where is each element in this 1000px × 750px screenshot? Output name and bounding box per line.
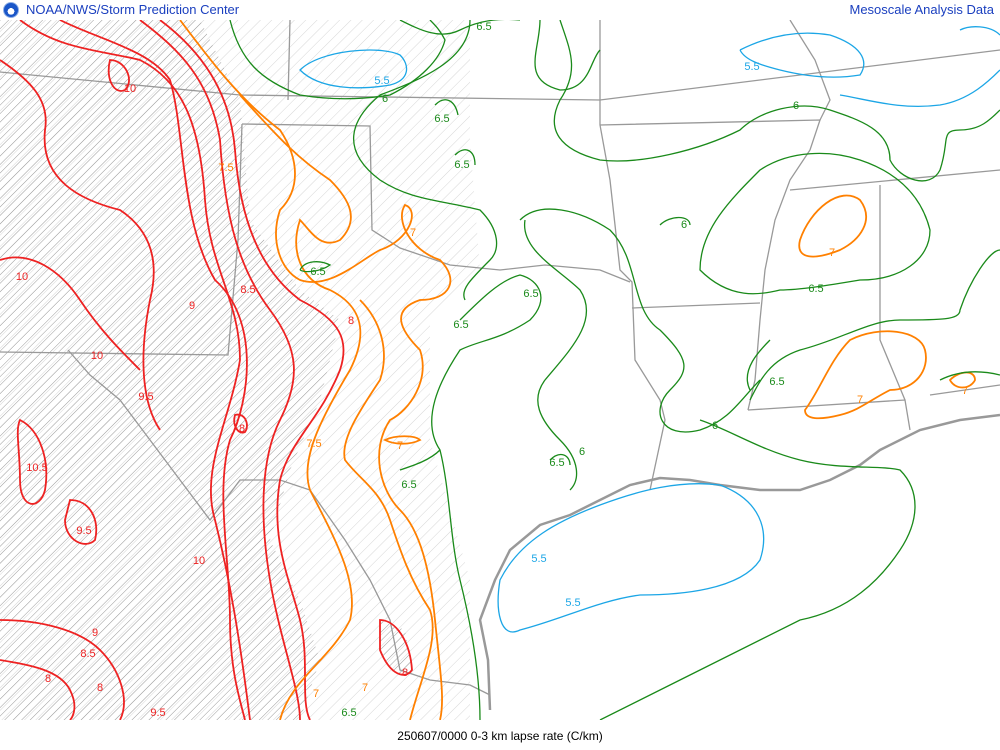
contour-label: 6 [712, 420, 718, 432]
contour-label: 10 [193, 555, 205, 567]
contour-label: 9.5 [76, 525, 91, 537]
contour-label: 5.5 [374, 75, 389, 87]
contour-label: 8 [348, 315, 354, 327]
contour-label: 6 [579, 446, 585, 458]
contour-label: 7 [829, 247, 835, 259]
contour-label: 8 [97, 682, 103, 694]
contour-label: 7.5 [218, 162, 233, 174]
state-borders [0, 20, 1000, 696]
contour-label: 6.5 [453, 319, 468, 331]
contour-label: 10.5 [26, 462, 47, 474]
contour-label: 7.5 [306, 438, 321, 450]
contour-label: 9 [189, 300, 195, 312]
contour-label: 9 [92, 627, 98, 639]
contour-label: 7 [962, 385, 968, 397]
contour-label: 5.5 [565, 597, 580, 609]
contour-label: 6.5 [434, 113, 449, 125]
contour-label: 7 [362, 682, 368, 694]
map-caption: 250607/0000 0-3 km lapse rate (C/km) [397, 729, 603, 743]
contour-label: 6.5 [341, 707, 356, 719]
contours-green [229, 20, 1000, 720]
lapse-rate-map: 6.5 5.5 6 6.5 6.5 10 7.5 7 6.5 8.5 9 8 6.5 6.5 6 10 10 9.… [0, 20, 1000, 720]
contour-label: 6 [681, 219, 687, 231]
contours-blue [299, 26, 1000, 633]
noaa-logo-icon [3, 2, 19, 18]
contour-label: 5.5 [531, 553, 546, 565]
contour-label: 8.5 [80, 648, 95, 660]
contour-label: 7 [410, 227, 416, 239]
contour-label: 6.5 [769, 376, 784, 388]
gulf-coastline [478, 413, 1000, 711]
contour-label: 10 [124, 83, 136, 95]
contour-label: 6.5 [549, 457, 564, 469]
contour-label: 6.5 [401, 479, 416, 491]
contour-label: 8 [402, 667, 408, 679]
dense-hatch-area [0, 20, 340, 720]
contour-label: 5.5 [744, 61, 759, 73]
contour-label: 6.5 [454, 159, 469, 171]
contour-label: 7 [313, 688, 319, 700]
contour-label: 6 [793, 100, 799, 112]
contour-label: 6 [382, 93, 388, 105]
contour-label: 7 [857, 394, 863, 406]
contours-red [0, 20, 413, 720]
contour-label: 6.5 [476, 21, 491, 33]
contour-label: 8.5 [240, 284, 255, 296]
contour-label: 10 [16, 271, 28, 283]
contour-label: 6.5 [310, 266, 325, 278]
contour-labels: 6.5 5.5 6 6.5 6.5 10 7.5 7 6.5 8.5 9 8 6.5 6.5 6 10 10 9.… [16, 21, 968, 719]
product-title: Mesoscale Analysis Data [849, 2, 994, 17]
contour-label: 9.5 [150, 707, 165, 719]
contour-label: 8 [239, 423, 245, 435]
contour-label: 9.5 [138, 391, 153, 403]
contour-label: 6.5 [523, 288, 538, 300]
agency-title: NOAA/NWS/Storm Prediction Center [26, 2, 240, 17]
contour-label: 7 [397, 440, 403, 452]
contour-label: 10 [91, 350, 103, 362]
contour-label: 8 [45, 673, 51, 685]
contour-label: 6.5 [808, 283, 823, 295]
